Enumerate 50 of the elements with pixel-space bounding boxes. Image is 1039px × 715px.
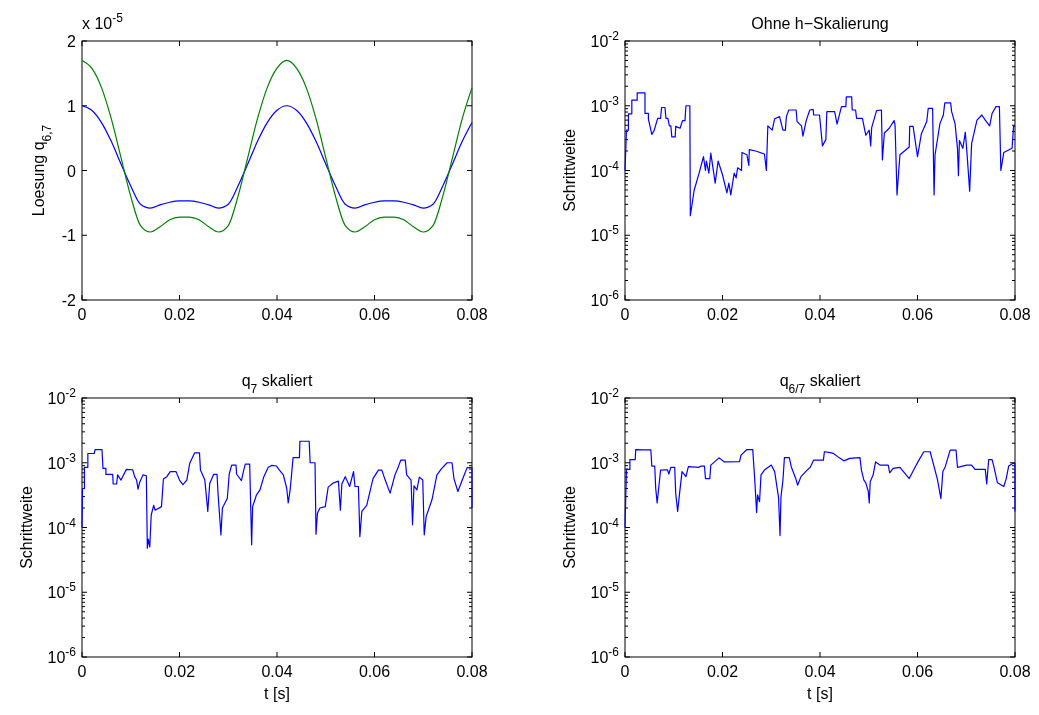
line-series	[624, 448, 1016, 537]
y-tick-label: -1	[61, 227, 77, 245]
x-tick-label: 0.04	[804, 663, 836, 680]
x-tick-label: 0.04	[261, 663, 293, 680]
chart-title: q$_{6/7}$ skaliert	[779, 372, 861, 396]
x-tick-label: 0.08	[456, 306, 488, 323]
y-tick-label: 2	[67, 33, 77, 50]
x-tick-label: 0.06	[901, 306, 934, 323]
y-tick-label: 10$^{-4}$	[47, 515, 77, 537]
x-tick-label: 0.02	[163, 306, 196, 323]
x-tick-label: 0.04	[804, 306, 836, 323]
x-tick-label: 0.08	[456, 663, 488, 680]
line-series	[81, 59, 473, 233]
y-tick-label: 10$^{-2}$	[47, 386, 77, 407]
y-tick-label: 10$^{-4}$	[590, 515, 620, 537]
chart-title: Ohne h−Skalierung	[751, 15, 889, 32]
y-tick-label: 10$^{-6}$	[590, 645, 620, 666]
y-axis-title: Schrittweite	[561, 129, 578, 212]
x-tick-label: 0.02	[706, 663, 739, 680]
x-tick-label: 0.02	[163, 663, 196, 680]
y-tick-label: 10$^{-5}$	[590, 580, 620, 602]
x-axis-title: t [s]	[807, 685, 833, 702]
line-series	[624, 92, 1016, 217]
x-tick-label: 0.06	[358, 306, 391, 323]
y-tick-label: 10$^{-3}$	[590, 450, 620, 472]
x-tick-label: 0.08	[999, 306, 1031, 323]
line-series	[81, 440, 473, 549]
line-series	[81, 105, 473, 209]
y-tick-label: 10$^{-6}$	[590, 288, 620, 309]
y-axis-title: Schrittweite	[561, 486, 578, 569]
text: x 10$^{-5}$	[82, 11, 124, 32]
y-axis-title: Schrittweite	[18, 486, 35, 569]
y-tick-label: 10$^{-4}$	[590, 158, 620, 180]
y-tick-label: 10$^{-5}$	[590, 223, 620, 245]
y-tick-label: 10$^{-6}$	[47, 645, 77, 666]
x-tick-label: 0.06	[901, 663, 934, 680]
x-tick-label: 0.02	[706, 306, 739, 323]
y-tick-label: 10$^{-3}$	[590, 93, 620, 115]
x-tick-label: 0.06	[358, 663, 391, 680]
y-tick-label: 10$^{-3}$	[47, 450, 77, 472]
y-tick-label: 10$^{-2}$	[590, 29, 620, 50]
x-tick-label: 0.04	[261, 306, 293, 323]
y-tick-label: -2	[61, 292, 77, 309]
y-tick-label: 10$^{-2}$	[590, 386, 620, 407]
y-tick-label: 0	[67, 162, 77, 180]
y-tick-label: 1	[67, 97, 77, 115]
chart-title: q$_{7}$ skaliert	[241, 372, 313, 396]
x-axis-title: t [s]	[264, 685, 290, 702]
x-tick-label: 0.08	[999, 663, 1031, 680]
y-tick-label: 10$^{-5}$	[47, 580, 77, 602]
